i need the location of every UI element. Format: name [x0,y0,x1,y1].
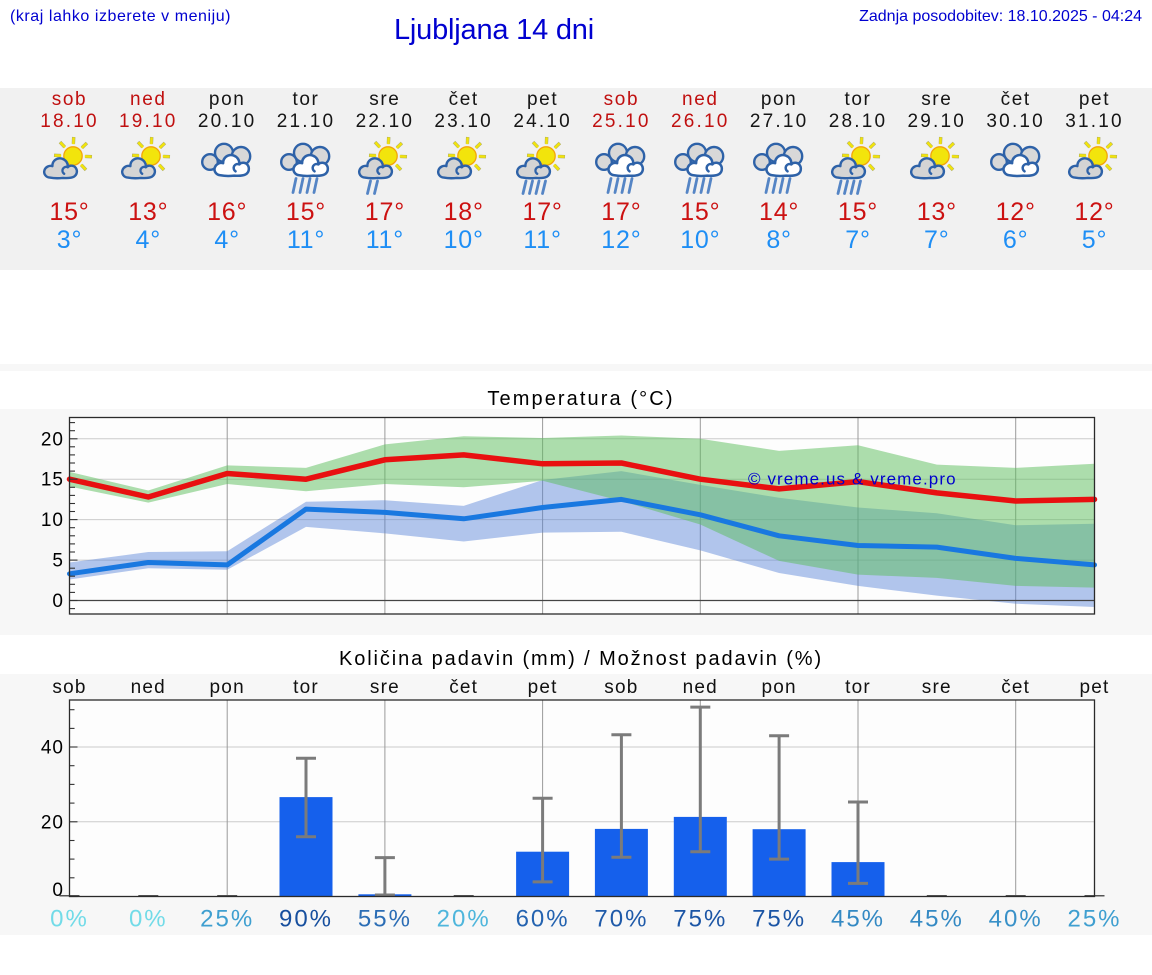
svg-text:Temperatura (°C): Temperatura (°C) [487,388,674,410]
svg-text:čet: čet [1001,677,1030,698]
svg-text:tor: tor [293,677,319,698]
svg-text:40%: 40% [989,906,1043,933]
svg-text:pet: pet [1079,677,1109,698]
svg-text:10: 10 [41,510,64,531]
svg-text:40: 40 [41,738,64,759]
svg-text:20: 20 [41,812,64,833]
svg-text:sob: sob [52,677,86,698]
svg-text:ned: ned [131,677,166,698]
svg-text:čet: čet [449,677,478,698]
svg-text:0: 0 [52,880,64,901]
svg-text:sob: sob [604,677,638,698]
svg-text:20%: 20% [437,906,491,933]
svg-text:tor: tor [845,677,871,698]
svg-text:45%: 45% [910,906,964,933]
svg-text:0: 0 [52,591,64,612]
svg-text:5: 5 [52,551,64,572]
svg-text:© vreme.us & vreme.pro: © vreme.us & vreme.pro [748,470,957,489]
svg-text:90%: 90% [279,906,333,933]
svg-text:0%: 0% [129,906,168,933]
svg-text:sre: sre [370,677,400,698]
svg-text:25%: 25% [200,906,254,933]
svg-text:sre: sre [922,677,952,698]
svg-text:60%: 60% [516,906,570,933]
svg-text:45%: 45% [831,906,885,933]
svg-text:pon: pon [761,677,796,698]
svg-text:pon: pon [210,677,245,698]
svg-text:75%: 75% [752,906,806,933]
svg-text:15: 15 [41,470,64,491]
svg-text:ned: ned [683,677,718,698]
svg-text:75%: 75% [673,906,727,933]
svg-text:70%: 70% [594,906,648,933]
svg-text:20: 20 [41,429,64,450]
svg-text:Količina padavin (mm) / Možnos: Količina padavin (mm) / Možnost padavin … [339,648,823,670]
svg-text:25%: 25% [1067,906,1121,933]
svg-text:55%: 55% [358,906,412,933]
svg-text:pet: pet [528,677,558,698]
svg-text:0%: 0% [50,906,89,933]
